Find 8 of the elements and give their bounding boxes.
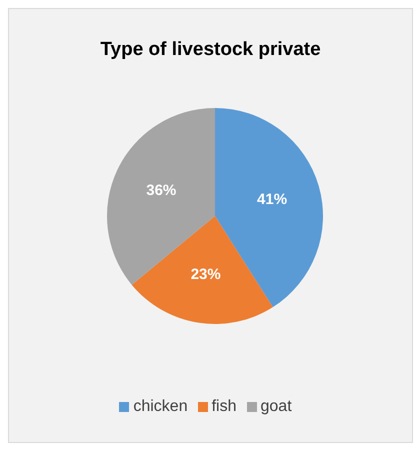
pie-slice (132, 216, 273, 324)
legend-label: goat (260, 398, 292, 415)
legend-label: chicken (133, 398, 188, 415)
legend-label: fish (212, 398, 236, 415)
data-label: 36% (146, 182, 176, 200)
data-label: 41% (257, 190, 288, 208)
chart-title: Type of livestock private (99, 38, 322, 61)
data-label: 23% (190, 266, 221, 284)
